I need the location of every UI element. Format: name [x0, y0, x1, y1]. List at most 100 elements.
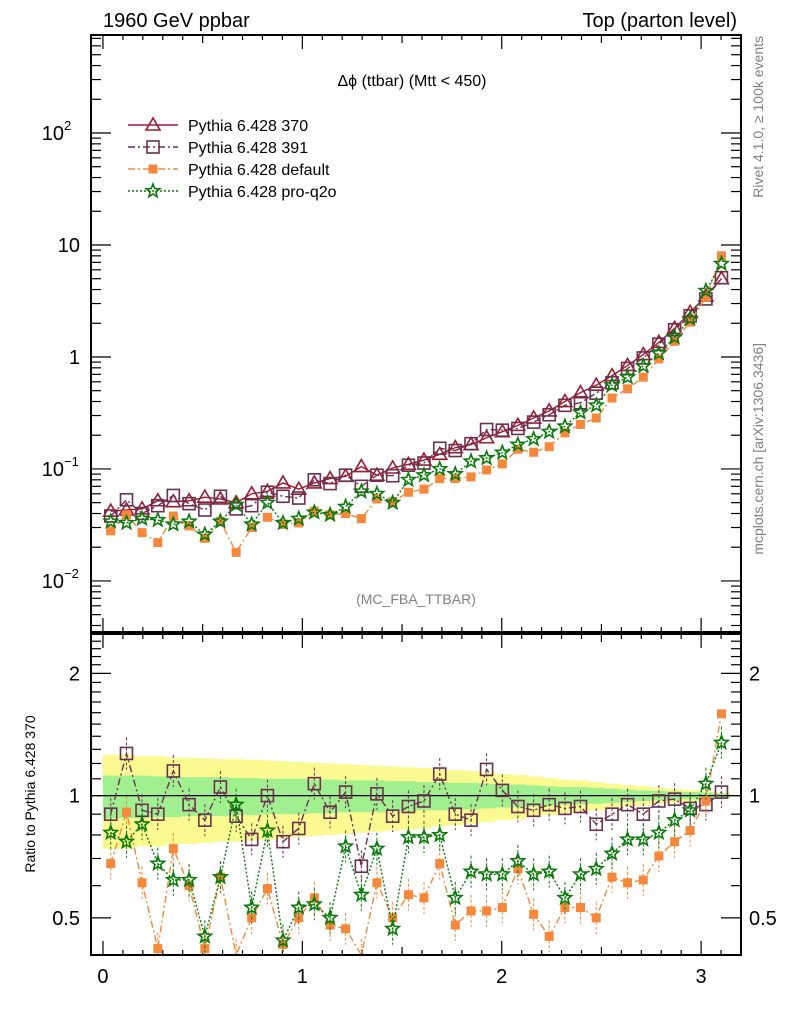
data-point-square	[198, 503, 212, 517]
data-point-star	[415, 827, 433, 845]
data-point-filled-square	[106, 859, 116, 869]
data-point-star	[290, 898, 308, 915]
data-point-filled-square	[372, 494, 382, 504]
data-point-filled-square	[450, 920, 460, 930]
data-point-filled-square	[575, 419, 585, 429]
data-point-star	[274, 513, 292, 531]
data-point-square	[495, 423, 510, 437]
data-point-filled-square	[168, 844, 178, 854]
data-point-star	[336, 497, 355, 515]
data-point-star	[462, 862, 480, 879]
data-point-star	[258, 493, 277, 511]
data-point-square	[714, 785, 729, 799]
data-point-square	[338, 468, 353, 482]
data-point-filled-square	[309, 506, 319, 516]
data-point-filled-square	[435, 474, 445, 484]
legend-label: Pythia 6.428 391	[188, 140, 308, 157]
data-point-filled-square	[560, 428, 570, 438]
band-inner	[243, 777, 261, 816]
data-point-star	[368, 484, 386, 502]
data-point-star	[321, 505, 339, 523]
data-point-filled-square	[153, 538, 163, 548]
data-point-filled-square	[716, 709, 726, 719]
data-point-filled-square	[544, 442, 554, 452]
header-left: 1960 GeV ppbar	[103, 10, 250, 32]
band-inner	[165, 776, 182, 818]
data-point-square	[166, 488, 181, 503]
band-inner	[275, 778, 292, 815]
data-point-star	[556, 417, 574, 434]
data-point-star	[164, 515, 183, 532]
series-line	[110, 255, 723, 554]
legend-label: Pythia 6.428 370	[188, 118, 308, 135]
ratio-frame	[90, 633, 742, 956]
data-point-square	[182, 797, 196, 812]
data-point-triangle	[305, 474, 323, 489]
data-point-filled-square	[121, 807, 131, 817]
data-point-star	[540, 422, 558, 440]
series-line	[110, 278, 722, 512]
analysis-label: (MC_FBA_TTBAR)	[356, 591, 476, 607]
data-point-filled-square	[591, 913, 601, 923]
data-point-filled-square	[654, 354, 664, 364]
data-point-star	[290, 509, 308, 527]
band-inner	[353, 780, 370, 813]
data-point-square	[260, 485, 275, 500]
data-point-filled-square	[184, 521, 194, 531]
data-point-star	[618, 367, 637, 385]
data-point-square	[244, 832, 259, 847]
ratio-panel: 0 1 2 3 2 2 1 1 0.5 0.5	[52, 633, 777, 988]
data-point-square	[276, 489, 290, 504]
data-point-star	[431, 459, 449, 477]
data-point-triangle	[144, 116, 162, 131]
x-tick-label: 1	[297, 966, 308, 988]
data-point-square	[307, 473, 322, 487]
data-point-filled-square	[153, 944, 163, 954]
data-point-star	[603, 844, 621, 862]
data-point-star	[144, 181, 162, 199]
band-inner	[306, 779, 323, 814]
data-point-square	[620, 361, 635, 376]
data-point-star	[196, 525, 214, 542]
data-point-star	[321, 908, 339, 926]
data-point-star	[415, 465, 433, 483]
series-pythia-6-428-370	[102, 270, 730, 517]
band-inner	[384, 781, 402, 812]
data-point-triangle	[556, 392, 574, 408]
data-point-square	[636, 351, 651, 365]
data-point-triangle	[431, 445, 449, 461]
data-point-square	[146, 140, 160, 154]
data-point-square	[276, 834, 290, 849]
data-point-filled-square	[262, 512, 272, 522]
data-point-square	[291, 821, 306, 836]
data-point-triangle	[509, 416, 527, 432]
data-point-star	[462, 452, 480, 469]
data-point-star	[571, 865, 590, 882]
data-point-triangle	[478, 429, 495, 444]
data-point-star	[368, 839, 386, 857]
data-point-square	[652, 794, 666, 808]
data-point-square	[464, 436, 478, 451]
data-point-square	[182, 496, 196, 511]
header-right: Top (parton level)	[582, 10, 737, 32]
data-point-square	[620, 797, 635, 812]
side-label-rivet: Rivet 4.1.0, ≥ 100k events	[750, 36, 766, 198]
data-point-star	[650, 343, 668, 361]
data-point-square	[119, 493, 134, 507]
data-point-triangle	[446, 439, 464, 454]
data-point-triangle	[572, 384, 589, 399]
data-point-square	[479, 762, 494, 777]
data-point-star	[634, 830, 653, 847]
data-point-star	[102, 512, 120, 529]
data-point-star	[336, 837, 355, 854]
data-point-square	[652, 337, 666, 352]
data-point-square	[605, 807, 619, 821]
data-point-star	[399, 470, 418, 488]
plot-title: Δϕ (ttbar) (Mtt < 450)	[337, 73, 486, 90]
data-point-filled-square	[701, 292, 711, 302]
data-point-square	[448, 807, 463, 821]
data-point-star	[431, 825, 449, 843]
data-point-filled-square	[106, 526, 116, 536]
x-tick-label: 0	[97, 966, 108, 988]
